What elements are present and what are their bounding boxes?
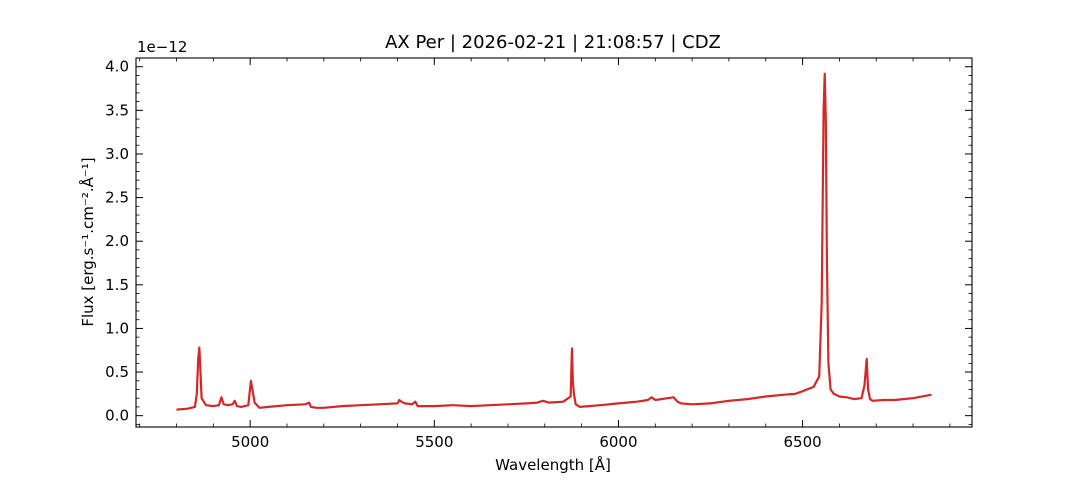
- x-tick-label: 5000: [231, 433, 269, 451]
- y-offset-text: 1e−12: [137, 38, 187, 56]
- y-tick-label: 0.5: [105, 363, 129, 381]
- x-axis-label: Wavelength [Å]: [495, 455, 611, 474]
- y-tick-label: 0.0: [105, 407, 129, 425]
- y-tick-label: 2.5: [105, 189, 129, 207]
- axes-frame: [135, 57, 973, 428]
- y-axis-label: Flux [erg.s⁻¹.cm⁻².Å⁻¹]: [78, 157, 97, 326]
- x-tick-label: 6500: [783, 433, 821, 451]
- chart-title: AX Per | 2026-02-21 | 21:08:57 | CDZ: [385, 32, 721, 53]
- plot-area: 5000 5500 6000 6500 0.0 0.5 1.0 1.5 2.0 2.5 3.0 3.5…: [105, 57, 973, 451]
- y-tick-label: 1.5: [105, 276, 129, 294]
- y-tick-label: 3.5: [105, 101, 129, 119]
- x-tick-label: 5500: [415, 433, 453, 451]
- spectrum-line-0: [176, 72, 932, 411]
- y-tick-label: 1.0: [105, 319, 129, 337]
- y-tick-label: 2.0: [105, 232, 129, 250]
- x-tick-label: 6000: [599, 433, 637, 451]
- y-tick-label: 4.0: [105, 58, 129, 76]
- y-tick-label: 3.0: [105, 145, 129, 163]
